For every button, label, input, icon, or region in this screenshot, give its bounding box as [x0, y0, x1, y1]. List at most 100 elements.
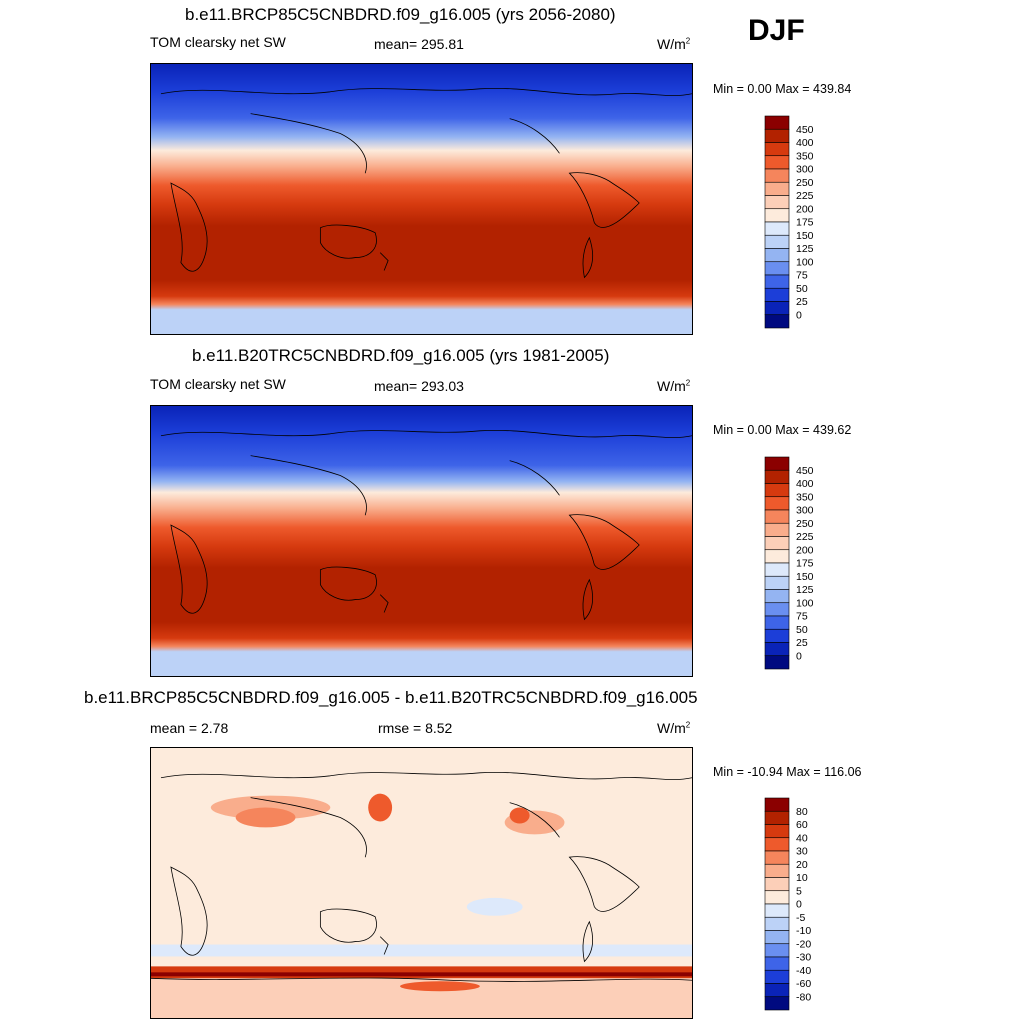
colorbar-segment: [764, 930, 790, 945]
colorbar-segment: [764, 983, 790, 998]
colorbar-segment: [764, 863, 790, 878]
colorbar-segment: [764, 168, 790, 183]
colorbar-tick-label: 125: [796, 243, 814, 255]
colorbar-segment: [764, 642, 790, 657]
colorbar-tick-label: -5: [796, 912, 805, 924]
colorbar-tick-label: 350: [796, 150, 814, 162]
panel-2-variable-label: TOM clearsky net SW: [150, 376, 286, 392]
panel-3-mean-label: mean = 2.78: [150, 720, 229, 736]
colorbar-segment: [764, 903, 790, 918]
colorbar-tick-label: 5: [796, 885, 802, 897]
panel-1-map-svg: [151, 64, 692, 334]
colorbar-segment: [764, 837, 790, 852]
colorbar-segment: [764, 314, 790, 329]
colorbar-segment: [764, 483, 790, 498]
panel-2-title: b.e11.B20TRC5CNBDRD.f09_g16.005 (yrs 198…: [192, 346, 610, 365]
colorbar-tick-label: 75: [796, 611, 808, 623]
colorbar-tick-label: 175: [796, 217, 814, 229]
colorbar-segment: [764, 850, 790, 865]
panel-2-colorbar: 450 400 350 300 250 225 200 175 150 125 100 75 50 25 0: [764, 456, 835, 671]
colorbar-segment: [764, 615, 790, 630]
colorbar-segment: [764, 536, 790, 551]
colorbar-tick-label: 30: [796, 846, 808, 858]
colorbar-tick-label: 225: [796, 190, 814, 202]
colorbar-segment: [764, 181, 790, 196]
colorbar-segment: [764, 628, 790, 643]
panel-1-units: W/m2: [657, 36, 691, 52]
colorbar-tick-label: 0: [796, 899, 802, 911]
panel-2-map: [150, 405, 693, 677]
colorbar-tick-label: 100: [796, 256, 814, 268]
colorbar-tick-label: 250: [796, 177, 814, 189]
colorbar-tick-label: 0: [796, 309, 802, 321]
colorbar-tick-label: -60: [796, 978, 811, 990]
colorbar-segment: [764, 655, 790, 670]
colorbar-tick-label: 80: [796, 806, 808, 818]
colorbar-segment: [764, 810, 790, 825]
colorbar-segment: [764, 602, 790, 617]
season-label: DJF: [748, 14, 805, 47]
panel-3-title: b.e11.BRCP85C5CNBDRD.f09_g16.005 - b.e11…: [84, 688, 698, 707]
colorbar-tick-label: 75: [796, 270, 808, 282]
panel-2-map-svg: [151, 406, 692, 676]
colorbar-segment: [764, 496, 790, 511]
colorbar-segment: [764, 877, 790, 892]
colorbar-segment: [764, 208, 790, 223]
panel-1-mean-label: mean= 295.81: [374, 36, 464, 52]
colorbar-tick-label: 200: [796, 544, 814, 556]
colorbar-segment: [764, 824, 790, 839]
panel-1-map: [150, 63, 693, 335]
panel-1-variable-label: TOM clearsky net SW: [150, 34, 286, 50]
colorbar-segment: [764, 562, 790, 577]
colorbar-tick-label: 50: [796, 624, 808, 636]
colorbar-segment: [764, 589, 790, 604]
colorbar-tick-label: 400: [796, 137, 814, 149]
colorbar-tick-label: 400: [796, 478, 814, 490]
colorbar-tick-label: 50: [796, 283, 808, 295]
colorbar-tick-label: 25: [796, 637, 808, 649]
colorbar-tick-label: 225: [796, 531, 814, 543]
colorbar-tick-label: 60: [796, 819, 808, 831]
panel-3-anomaly-patches: [151, 793, 692, 1018]
colorbar-tick-label: 450: [796, 124, 814, 136]
colorbar-tick-label: 40: [796, 832, 808, 844]
colorbar-tick-label: 125: [796, 584, 814, 596]
panel-3-rmse-label: rmse = 8.52: [378, 720, 453, 736]
panel-3-colorbar: 80 60 40 30 20 10 5 0 -5 -10 -20 -30 -40 -60 -80: [764, 797, 835, 1012]
colorbar-tick-label: 25: [796, 296, 808, 308]
colorbar-segment: [764, 969, 790, 984]
colorbar-segment: [764, 287, 790, 302]
colorbar-tick-label: -10: [796, 925, 811, 937]
colorbar-segment: [764, 195, 790, 210]
colorbar-segment: [764, 248, 790, 263]
colorbar-segment: [764, 221, 790, 236]
colorbar-segment: [764, 301, 790, 316]
colorbar-segment: [764, 509, 790, 524]
colorbar-segment: [764, 261, 790, 276]
colorbar-tick-label: 350: [796, 491, 814, 503]
colorbar-segment: [764, 456, 790, 471]
colorbar-segment: [764, 996, 790, 1011]
colorbar-segment: [764, 115, 790, 130]
colorbar-tick-label: -40: [796, 965, 811, 977]
colorbar-segment: [764, 890, 790, 905]
colorbar-segment: [764, 142, 790, 157]
colorbar-segment: [764, 155, 790, 170]
panel-1-title: b.e11.BRCP85C5CNBDRD.f09_g16.005 (yrs 20…: [185, 5, 616, 24]
colorbar-segment: [764, 956, 790, 971]
colorbar-segment: [764, 549, 790, 564]
colorbar-tick-label: 175: [796, 558, 814, 570]
colorbar-segment: [764, 469, 790, 484]
panel-3-map: [150, 747, 693, 1019]
colorbar-tick-label: -30: [796, 952, 811, 964]
colorbar-tick-label: 300: [796, 505, 814, 517]
colorbar-tick-label: 10: [796, 872, 808, 884]
colorbar-segment: [764, 274, 790, 289]
panel-1-colorbar: 450 400 350 300 250 225 200 175 150 125 100 75 50 25 0: [764, 115, 835, 330]
colorbar-tick-label: 300: [796, 164, 814, 176]
panel-3-units: W/m2: [657, 720, 691, 736]
colorbar-tick-label: 200: [796, 203, 814, 215]
